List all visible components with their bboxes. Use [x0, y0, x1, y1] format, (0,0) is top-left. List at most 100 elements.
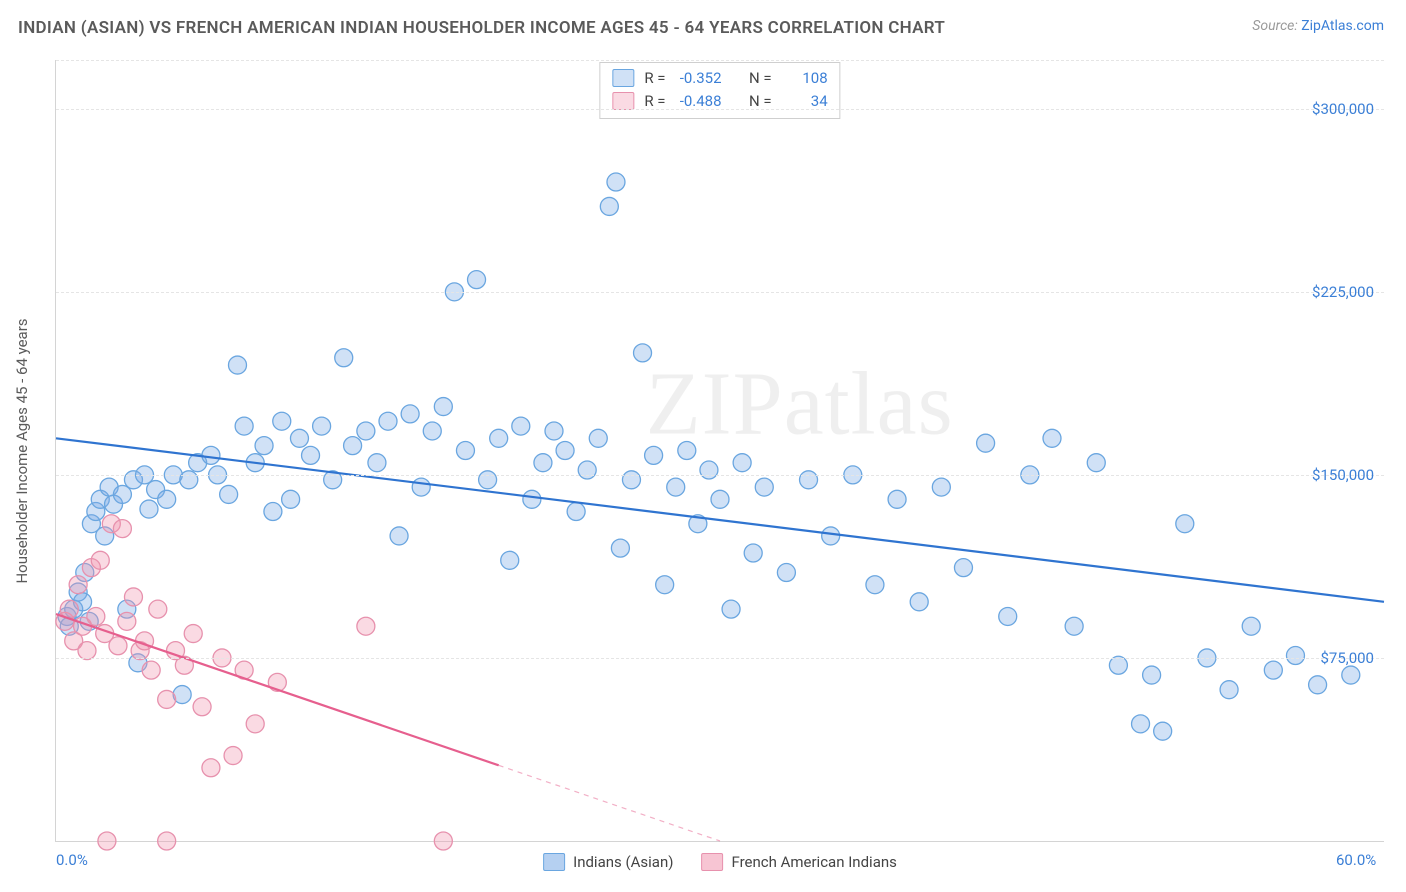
data-point: [124, 588, 142, 606]
legend-swatch: [701, 853, 723, 871]
source-attribution: Source: ZipAtlas.com: [1252, 18, 1384, 34]
data-point: [140, 500, 158, 518]
data-point: [158, 490, 176, 508]
data-point: [678, 442, 696, 460]
gridline: [56, 658, 1384, 659]
data-point: [379, 412, 397, 430]
data-point: [282, 490, 300, 508]
data-point: [1109, 656, 1127, 674]
legend-label: Indians (Asian): [573, 853, 673, 871]
data-point: [1309, 676, 1327, 694]
data-point: [1087, 454, 1105, 472]
data-point: [357, 617, 375, 635]
data-point: [142, 661, 160, 679]
data-point: [534, 454, 552, 472]
data-point: [711, 490, 729, 508]
data-point: [91, 551, 109, 569]
data-point: [335, 349, 353, 367]
data-point: [202, 759, 220, 777]
data-point: [656, 576, 674, 594]
data-point: [1242, 617, 1260, 635]
data-point: [109, 637, 127, 655]
bottom-legend: Indians (Asian) French American Indians: [543, 853, 897, 871]
data-point: [667, 478, 685, 496]
data-point: [468, 271, 486, 289]
data-point: [1220, 681, 1238, 699]
data-point: [888, 490, 906, 508]
data-point: [634, 344, 652, 362]
data-point: [722, 600, 740, 618]
data-point: [273, 412, 291, 430]
source-label: Source:: [1252, 18, 1297, 34]
data-point: [490, 429, 508, 447]
data-point: [1132, 715, 1150, 733]
data-point: [645, 446, 663, 464]
data-point: [224, 747, 242, 765]
legend-item: Indians (Asian): [543, 853, 673, 871]
data-point: [622, 471, 640, 489]
data-point: [1154, 722, 1172, 740]
data-point: [611, 539, 629, 557]
data-point: [1176, 515, 1194, 533]
data-point: [434, 398, 452, 416]
data-point: [589, 429, 607, 447]
data-point: [910, 593, 928, 611]
data-point: [401, 405, 419, 423]
data-point: [184, 625, 202, 643]
legend-label: French American Indians: [731, 853, 896, 871]
gridline: [56, 475, 1384, 476]
data-point: [755, 478, 773, 496]
data-point: [344, 437, 362, 455]
data-point: [822, 527, 840, 545]
source-value: ZipAtlas.com: [1301, 18, 1384, 34]
data-point: [556, 442, 574, 460]
data-point: [999, 607, 1017, 625]
data-point: [501, 551, 519, 569]
data-point: [113, 520, 131, 538]
data-point: [202, 446, 220, 464]
data-point: [149, 600, 167, 618]
data-point: [700, 461, 718, 479]
data-point: [545, 422, 563, 440]
data-point: [1264, 661, 1282, 679]
data-point: [456, 442, 474, 460]
data-point: [78, 642, 96, 660]
chart-title: INDIAN (ASIAN) VS FRENCH AMERICAN INDIAN…: [18, 18, 945, 38]
data-point: [368, 454, 386, 472]
data-point: [1143, 666, 1161, 684]
data-point: [264, 503, 282, 521]
data-point: [193, 698, 211, 716]
data-point: [977, 434, 995, 452]
data-point: [434, 832, 452, 850]
data-point: [578, 461, 596, 479]
y-axis-title: Householder Income Ages 45 - 64 years: [13, 318, 31, 583]
data-point: [357, 422, 375, 440]
data-point: [87, 607, 105, 625]
data-point: [479, 471, 497, 489]
data-point: [69, 576, 87, 594]
data-point: [302, 446, 320, 464]
x-tick-label: 60.0%: [1336, 851, 1376, 869]
data-point: [1065, 617, 1083, 635]
data-point: [255, 437, 273, 455]
legend-item: French American Indians: [701, 853, 896, 871]
data-point: [290, 429, 308, 447]
data-point: [98, 832, 116, 850]
gridline: [56, 292, 1384, 293]
data-point: [1043, 429, 1061, 447]
data-point: [932, 478, 950, 496]
data-point: [313, 417, 331, 435]
data-point: [1342, 666, 1360, 684]
data-point: [523, 490, 541, 508]
data-point: [158, 832, 176, 850]
legend-swatch: [543, 853, 565, 871]
plot-area: Householder Income Ages 45 - 64 years ZI…: [55, 60, 1384, 842]
gridline: [56, 109, 1384, 110]
data-point: [246, 715, 264, 733]
data-point: [567, 503, 585, 521]
data-point: [744, 544, 762, 562]
data-point: [423, 422, 441, 440]
data-point: [800, 471, 818, 489]
y-tick-label: $225,000: [1312, 283, 1374, 301]
data-point: [607, 173, 625, 191]
